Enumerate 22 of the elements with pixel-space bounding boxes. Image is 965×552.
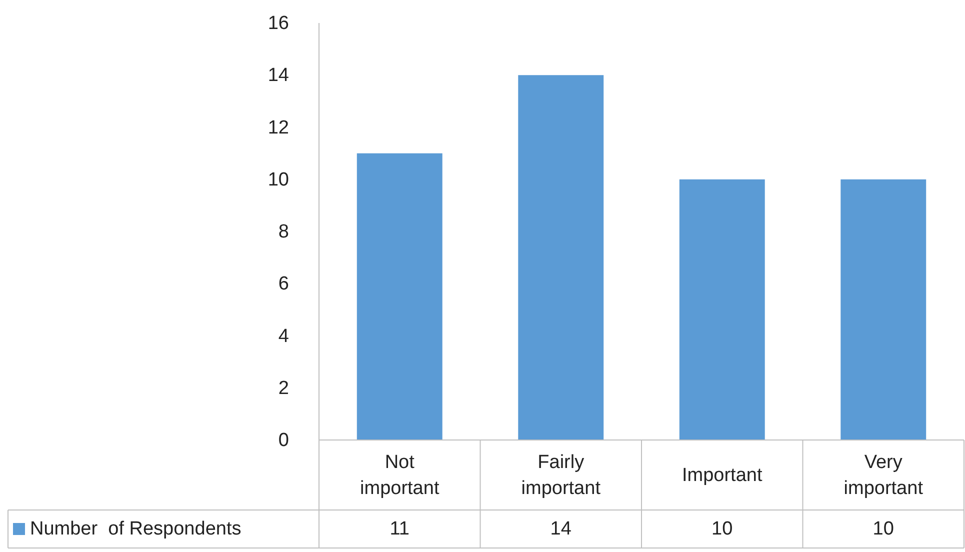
y-tick-label: 4 <box>278 326 290 347</box>
y-tick-label: 12 <box>268 117 289 138</box>
bar <box>840 179 926 440</box>
data-label: 11 <box>390 518 410 540</box>
bar <box>356 153 442 440</box>
y-tick-label: 0 <box>278 430 289 452</box>
y-tick-label: 10 <box>268 169 289 190</box>
x-tick-label: Very important <box>844 452 924 498</box>
y-tick-label: 6 <box>278 274 289 295</box>
data-label: 14 <box>550 518 572 540</box>
y-tick-label: 8 <box>278 222 289 243</box>
data-label: 10 <box>712 518 733 540</box>
legend-label: Number of Respondents <box>30 518 242 540</box>
y-tick-label: 14 <box>268 65 290 86</box>
bar <box>518 75 604 440</box>
data-label: 10 <box>872 518 894 540</box>
x-tick-label: Important <box>682 464 763 486</box>
x-tick-label: Not important <box>360 452 440 498</box>
y-tick-label: 16 <box>268 13 289 34</box>
y-tick-label: 2 <box>278 378 289 399</box>
x-tick-label: Fairly important <box>521 452 602 498</box>
bar <box>679 179 765 440</box>
